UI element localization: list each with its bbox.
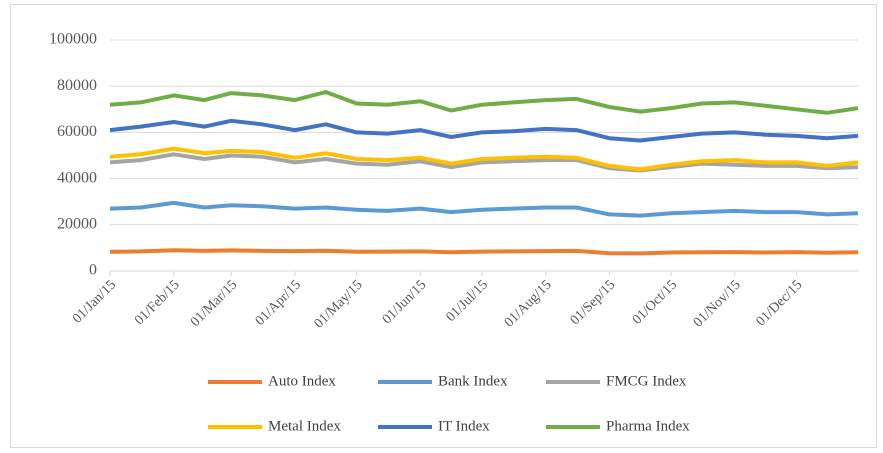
legend-label: Metal Index — [268, 418, 341, 434]
y-tick-label: 40000 — [57, 169, 97, 186]
data-line — [109, 118, 859, 143]
y-tick-label: 20000 — [57, 215, 97, 232]
data-line — [109, 90, 859, 115]
data-line — [109, 152, 859, 173]
y-tick-label: 60000 — [57, 123, 97, 140]
legend-label: FMCG Index — [606, 373, 687, 389]
data-line — [109, 146, 859, 172]
legend-label: Bank Index — [438, 373, 508, 389]
y-tick-label: 0 — [89, 262, 97, 279]
y-tick-label: 80000 — [57, 77, 97, 94]
legend-label: Pharma Index — [606, 418, 690, 434]
data-line — [109, 200, 859, 218]
y-tick-label: 100000 — [49, 31, 97, 48]
data-line — [109, 248, 859, 256]
legend-label: Auto Index — [268, 373, 336, 389]
legend-label: IT Index — [438, 418, 490, 434]
chart-border — [10, 4, 877, 448]
